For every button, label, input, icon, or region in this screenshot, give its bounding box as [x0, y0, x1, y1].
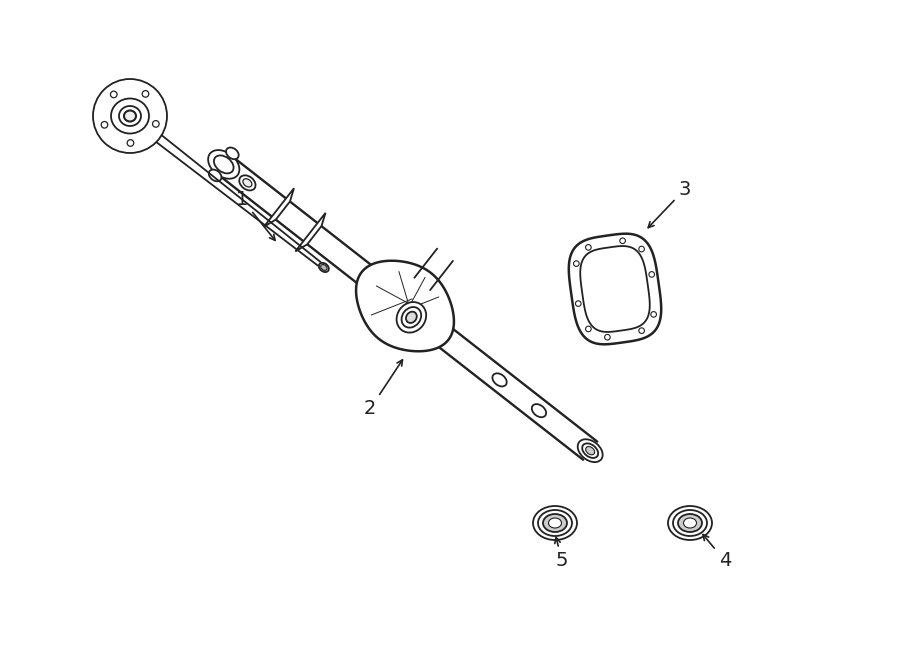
Ellipse shape [532, 404, 546, 417]
Circle shape [651, 311, 656, 317]
Circle shape [152, 120, 159, 127]
Circle shape [639, 247, 644, 252]
Circle shape [649, 272, 654, 277]
Text: 4: 4 [703, 535, 731, 570]
Circle shape [620, 238, 625, 244]
Ellipse shape [226, 147, 239, 159]
Ellipse shape [105, 93, 155, 139]
Circle shape [142, 91, 148, 97]
Text: 2: 2 [364, 360, 402, 418]
Ellipse shape [683, 518, 697, 528]
Ellipse shape [406, 312, 417, 323]
Ellipse shape [320, 264, 327, 270]
Ellipse shape [678, 514, 702, 532]
Ellipse shape [578, 440, 603, 462]
Circle shape [573, 261, 579, 266]
Polygon shape [569, 234, 662, 344]
Circle shape [575, 301, 581, 307]
Circle shape [586, 245, 591, 250]
Circle shape [127, 139, 134, 146]
Ellipse shape [319, 263, 328, 272]
Polygon shape [264, 188, 294, 227]
Ellipse shape [209, 170, 221, 181]
Circle shape [93, 79, 167, 153]
Ellipse shape [538, 510, 572, 536]
Text: 3: 3 [648, 180, 691, 227]
Ellipse shape [582, 444, 599, 458]
Ellipse shape [397, 302, 427, 332]
Circle shape [639, 328, 644, 333]
Text: 1: 1 [236, 190, 275, 241]
Ellipse shape [214, 155, 234, 173]
Text: 5: 5 [554, 537, 568, 570]
Ellipse shape [668, 506, 712, 540]
Circle shape [586, 326, 591, 332]
Ellipse shape [533, 506, 577, 540]
Ellipse shape [543, 514, 567, 532]
Ellipse shape [401, 307, 421, 328]
Polygon shape [356, 260, 454, 351]
Ellipse shape [673, 510, 707, 536]
Ellipse shape [586, 447, 595, 455]
Polygon shape [580, 246, 650, 332]
Ellipse shape [119, 106, 141, 126]
Ellipse shape [239, 175, 256, 190]
Ellipse shape [111, 98, 149, 134]
Ellipse shape [124, 110, 136, 122]
Ellipse shape [492, 373, 507, 387]
Ellipse shape [548, 518, 562, 528]
Ellipse shape [243, 178, 252, 187]
Circle shape [605, 334, 610, 340]
Circle shape [101, 122, 108, 128]
Ellipse shape [208, 150, 239, 178]
Circle shape [111, 91, 117, 98]
Polygon shape [295, 213, 326, 251]
